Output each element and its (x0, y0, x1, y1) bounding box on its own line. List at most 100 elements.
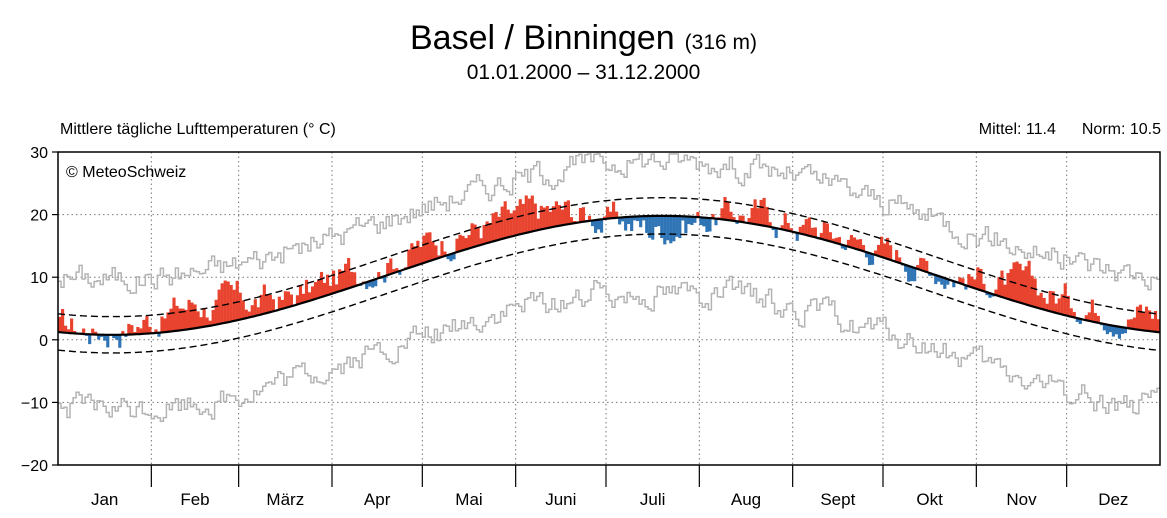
day-bar (88, 334, 92, 345)
day-bar (886, 237, 890, 259)
day-bar (392, 269, 396, 274)
day-bar (834, 237, 838, 244)
day-bar (64, 325, 68, 333)
norm-lower-band (57, 233, 1161, 354)
day-bar (937, 276, 941, 282)
day-bar (994, 289, 998, 296)
stats-summary: Mittel: 11.4 Norm: 10.5 (953, 121, 1161, 139)
station-elevation: (316 m) (684, 31, 757, 54)
day-bar (217, 289, 221, 325)
day-bar (1009, 269, 1013, 300)
day-bar (121, 331, 125, 335)
day-bar (904, 264, 908, 272)
day-bar (202, 307, 206, 327)
day-bar (524, 195, 528, 233)
day-bar (943, 278, 947, 289)
day-bar (723, 196, 727, 220)
day-bar (690, 216, 694, 225)
day-bar (1066, 295, 1070, 316)
day-bar (97, 334, 101, 340)
day-bar (398, 270, 402, 275)
day-bar (440, 241, 444, 257)
day-bar (732, 217, 736, 221)
day-bar (253, 299, 257, 316)
day-bar (1102, 324, 1106, 331)
day-bar (771, 227, 775, 231)
day-bar (618, 217, 622, 225)
day-bar (916, 264, 920, 269)
day-bar (280, 299, 284, 309)
day-bar (756, 208, 760, 225)
day-bar (1027, 260, 1031, 306)
day-bar (581, 207, 586, 222)
day-bar (509, 213, 513, 237)
day-bar (813, 227, 817, 238)
day-bar (244, 309, 248, 319)
day-bar (383, 276, 387, 283)
y-tick-label: −20 (21, 458, 48, 475)
day-bar (443, 251, 447, 256)
day-bar (750, 207, 754, 224)
norm-upper-band (57, 197, 1161, 318)
day-bar (154, 329, 158, 333)
day-bar (642, 216, 646, 221)
day-bar (124, 334, 128, 337)
day-bar (1033, 278, 1037, 308)
day-bar (735, 221, 739, 224)
day-bar (919, 257, 923, 270)
day-bar (1111, 325, 1115, 337)
day-bar (867, 253, 872, 266)
day-bar (1123, 327, 1128, 334)
day-bar (1093, 313, 1097, 323)
day-bar (473, 224, 477, 247)
day-bar (142, 319, 146, 334)
day-bar (762, 197, 766, 226)
day-bar (747, 217, 751, 224)
day-bar (578, 207, 583, 223)
day-bar (325, 274, 330, 296)
day-bar (925, 260, 929, 272)
day-bar (1090, 299, 1094, 322)
day-bar (527, 198, 531, 233)
day-bar (946, 279, 950, 285)
day-bar (1006, 273, 1010, 299)
day-bar (774, 228, 778, 238)
day-bar (910, 266, 914, 282)
day-bar (82, 328, 86, 334)
day-bar (395, 268, 399, 272)
day-bar (693, 216, 697, 223)
day-bar (371, 280, 375, 288)
day-bar (648, 215, 652, 238)
day-bar (982, 283, 986, 292)
day-bar (602, 216, 607, 220)
day-bar (596, 219, 601, 230)
day-bar (672, 215, 676, 242)
month-label: Sept (820, 490, 855, 509)
day-bar (160, 316, 164, 333)
day-bar (229, 285, 233, 322)
norm-curve (57, 214, 1161, 336)
day-bar (419, 246, 423, 264)
day-bar (765, 206, 769, 227)
day-bar (431, 241, 435, 260)
day-bar (605, 206, 610, 219)
day-bar (301, 293, 306, 303)
day-bar (494, 212, 498, 241)
daily-bars (58, 195, 1161, 348)
day-bar (127, 323, 131, 335)
day-bar (533, 203, 537, 231)
day-bar (256, 307, 260, 316)
day-bar (428, 232, 432, 261)
day-bar (753, 199, 757, 225)
day-bar (1051, 291, 1055, 313)
day-bar (259, 294, 263, 315)
day-bar (1069, 308, 1073, 317)
day-bar (557, 205, 561, 226)
day-bar (708, 218, 712, 232)
month-label: März (266, 490, 304, 509)
day-bar (705, 217, 709, 232)
day-bar (1054, 303, 1058, 313)
day-bar (548, 211, 552, 228)
month-label: Aug (731, 490, 761, 509)
day-bar (783, 213, 787, 231)
